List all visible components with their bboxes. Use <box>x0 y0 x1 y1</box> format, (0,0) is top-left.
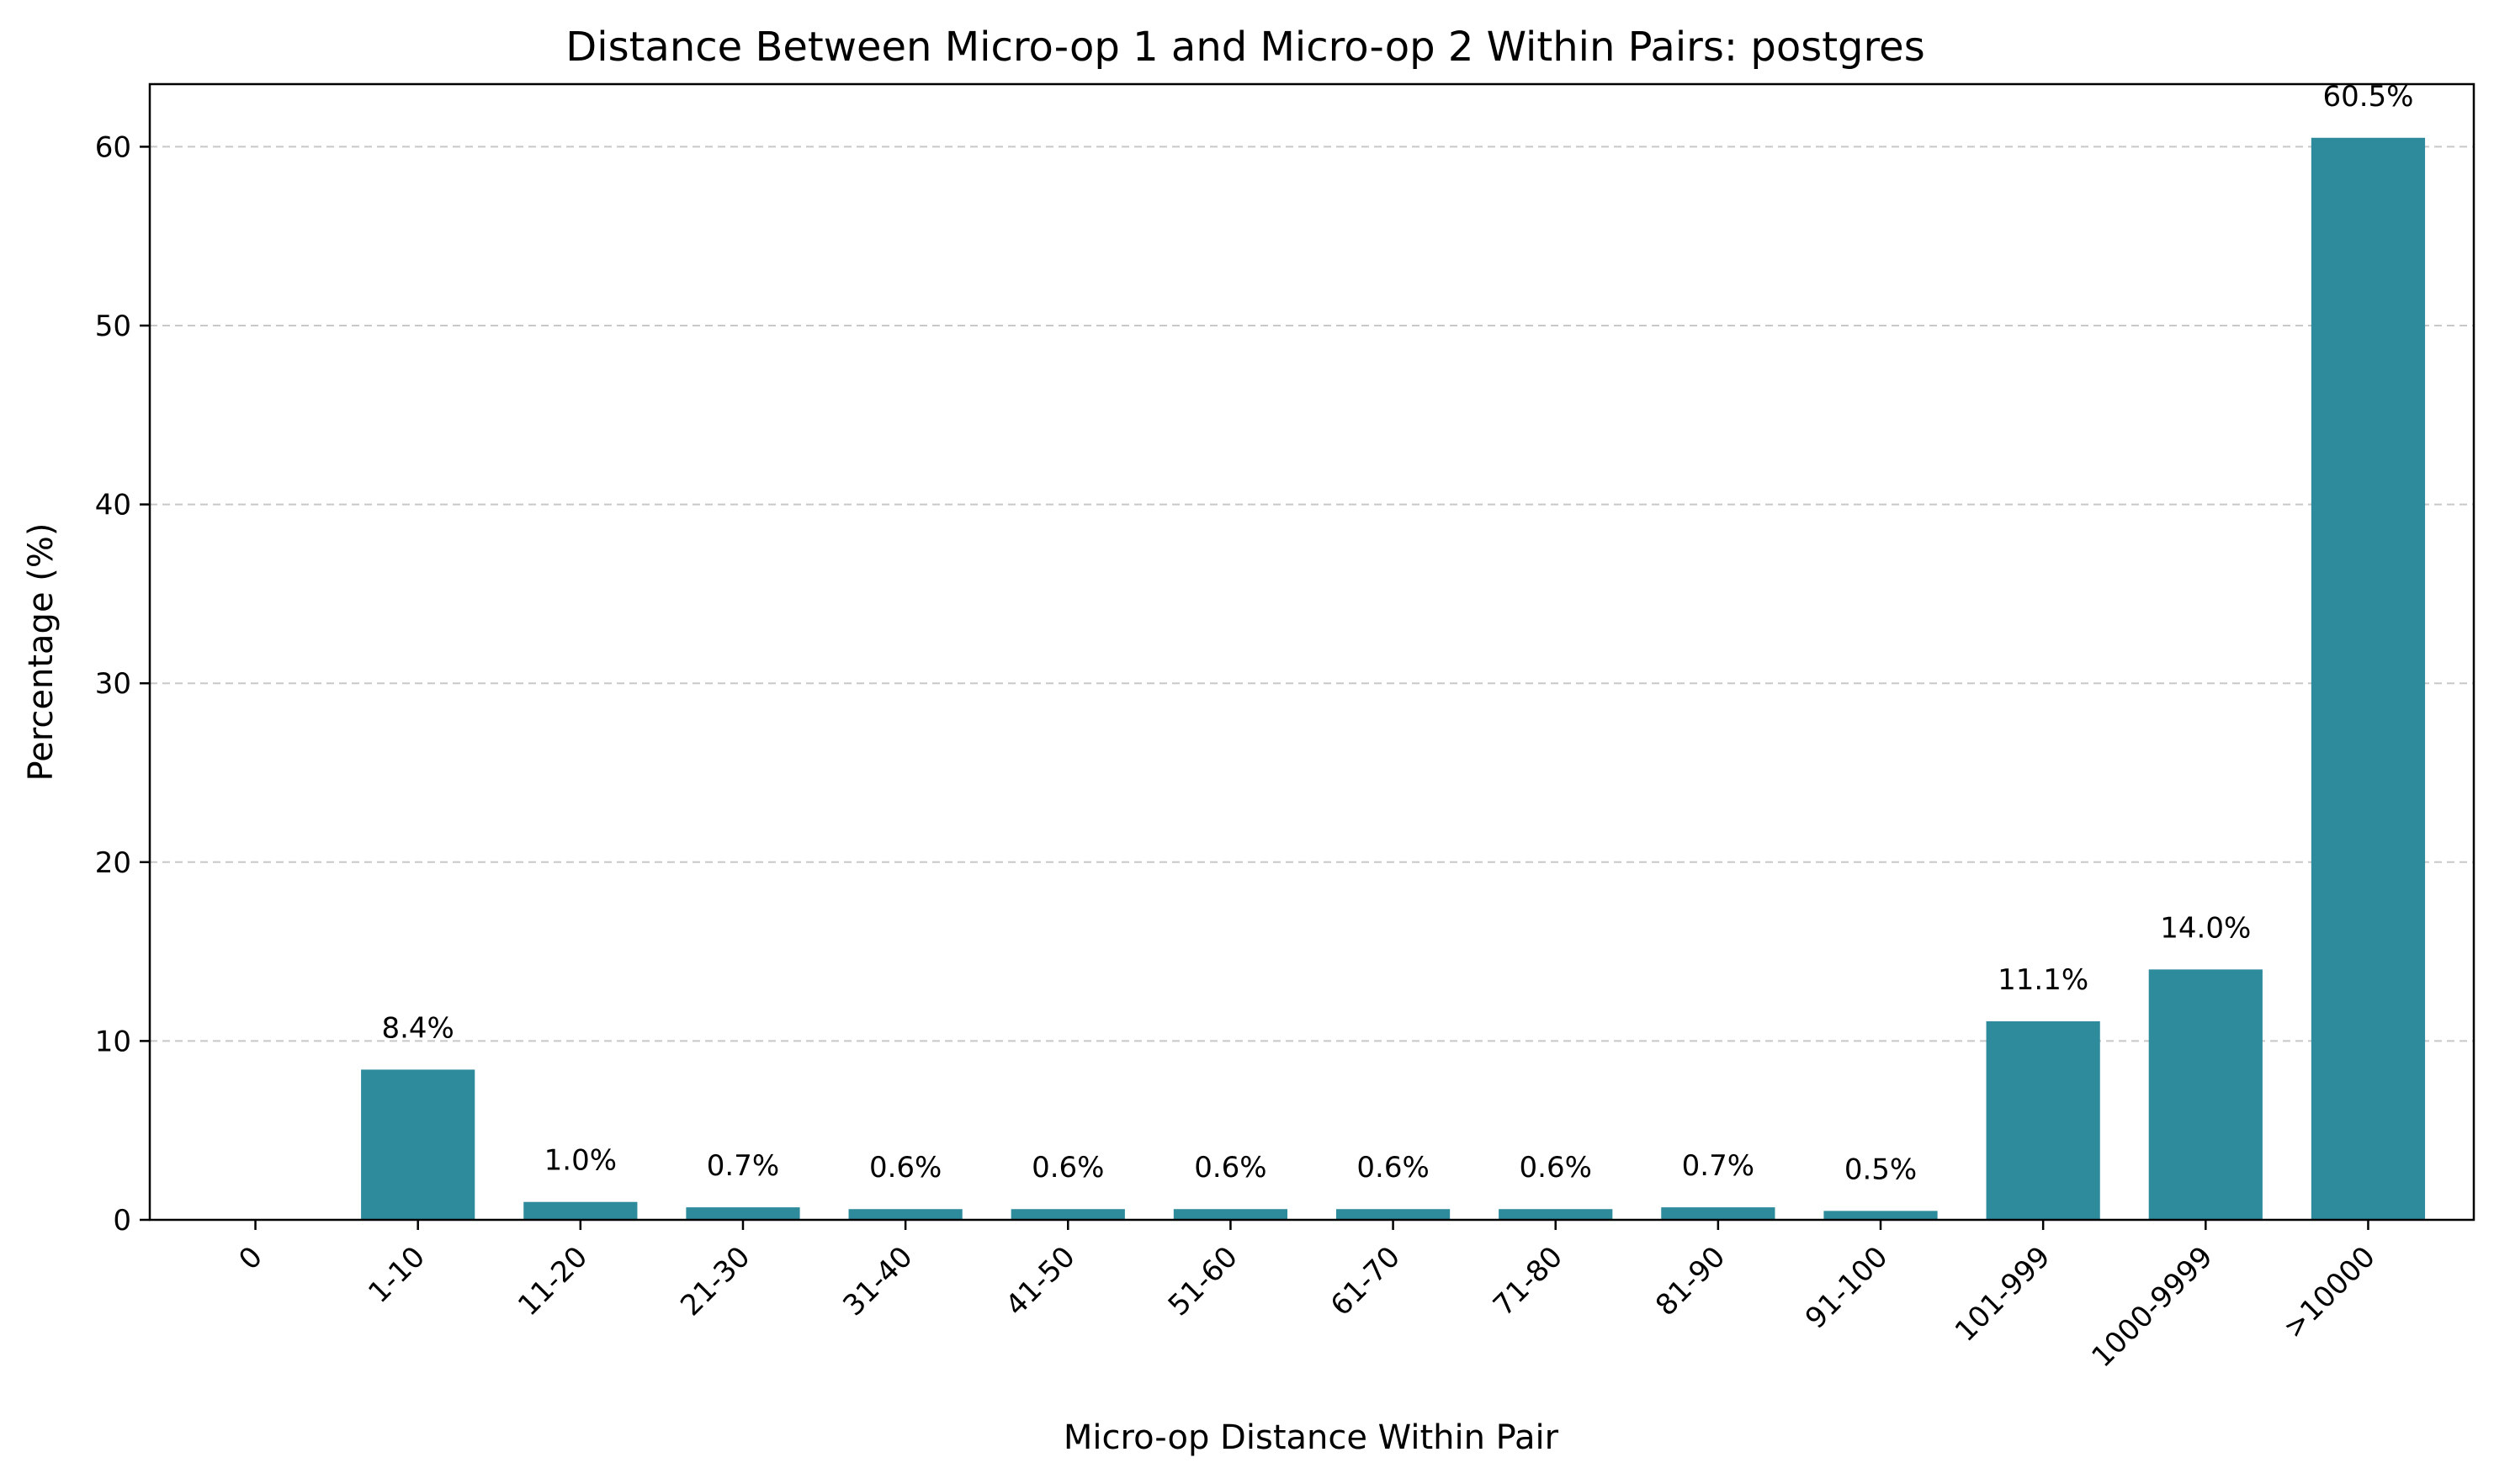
data-label: 8.4% <box>381 1011 454 1045</box>
data-label: 0.5% <box>1844 1153 1917 1186</box>
chart-title: Distance Between Micro-op 1 and Micro-op… <box>565 24 1924 71</box>
x-tick-label: 51-60 <box>1162 1240 1244 1322</box>
bar-91-100 <box>1823 1211 1938 1220</box>
x-tick-label: 21-30 <box>674 1240 756 1322</box>
y-tick-label: 10 <box>95 1025 131 1058</box>
bar-31-40 <box>848 1209 963 1220</box>
bar-21-30 <box>686 1207 800 1220</box>
x-tick-label: 1000-9999 <box>2085 1240 2219 1374</box>
x-tick-label: 91-100 <box>1799 1240 1894 1335</box>
data-label: 0.7% <box>1682 1149 1754 1183</box>
x-tick-label: 41-50 <box>999 1240 1081 1322</box>
y-axis-label: Percentage (%) <box>22 523 61 782</box>
y-tick-label: 30 <box>95 667 131 701</box>
data-label: 60.5% <box>2322 80 2413 114</box>
y-tick-label: 40 <box>95 489 131 522</box>
bar-101-999 <box>1986 1021 2100 1220</box>
y-tick-label: 0 <box>113 1204 131 1238</box>
data-label: 0.6% <box>1356 1151 1429 1185</box>
y-tick-label: 50 <box>95 310 131 343</box>
y-axis-ticks: 0 10 20 30 40 50 60 <box>95 130 150 1238</box>
x-tick-label: 61-70 <box>1324 1240 1407 1322</box>
data-label: 11.1% <box>1998 963 2088 997</box>
data-labels: 8.4% 1.0% 0.7% 0.6% 0.6% 0.6% 0.6% 0.6% 0.7% 0.5%… <box>381 80 2413 1187</box>
x-tick-label: 81-90 <box>1649 1240 1732 1322</box>
bar-1000-9999 <box>2148 969 2263 1220</box>
x-tick-label: 101-999 <box>1949 1240 2057 1349</box>
x-tick-label: 71-80 <box>1487 1240 1569 1322</box>
bar-41-50 <box>1011 1209 1125 1220</box>
x-tick-label: >10000 <box>2277 1240 2382 1345</box>
gridlines <box>150 146 2474 1042</box>
data-label: 0.6% <box>869 1151 942 1185</box>
y-tick-label: 60 <box>95 130 131 164</box>
bars <box>361 137 2426 1220</box>
x-axis-ticks: 0 1-10 11-20 21-30 31-40 41-50 51-60 61-70 71-80… <box>232 1220 2382 1374</box>
data-label: 0.6% <box>1520 1151 1592 1185</box>
x-tick-label: 31-40 <box>836 1240 919 1322</box>
data-label: 1.0% <box>544 1144 617 1178</box>
bar-61-70 <box>1335 1209 1451 1220</box>
bar-51-60 <box>1173 1209 1288 1220</box>
data-label: 14.0% <box>2160 911 2251 945</box>
y-tick-label: 20 <box>95 846 131 880</box>
data-label: 0.6% <box>1032 1151 1104 1185</box>
plot-frame <box>148 82 2475 1222</box>
bar->10000 <box>2311 137 2426 1220</box>
bar-71-80 <box>1499 1209 1613 1220</box>
bar-1-10 <box>361 1069 475 1220</box>
x-tick-label: 0 <box>232 1240 269 1277</box>
x-tick-label: 1-10 <box>362 1240 432 1310</box>
data-label: 0.7% <box>707 1149 779 1183</box>
x-tick-label: 11-20 <box>512 1240 594 1322</box>
x-axis-label: Micro-op Distance Within Pair <box>1064 1418 1559 1457</box>
bar-81-90 <box>1661 1207 1775 1220</box>
data-label: 0.6% <box>1194 1151 1266 1185</box>
bar-11-20 <box>523 1201 638 1220</box>
